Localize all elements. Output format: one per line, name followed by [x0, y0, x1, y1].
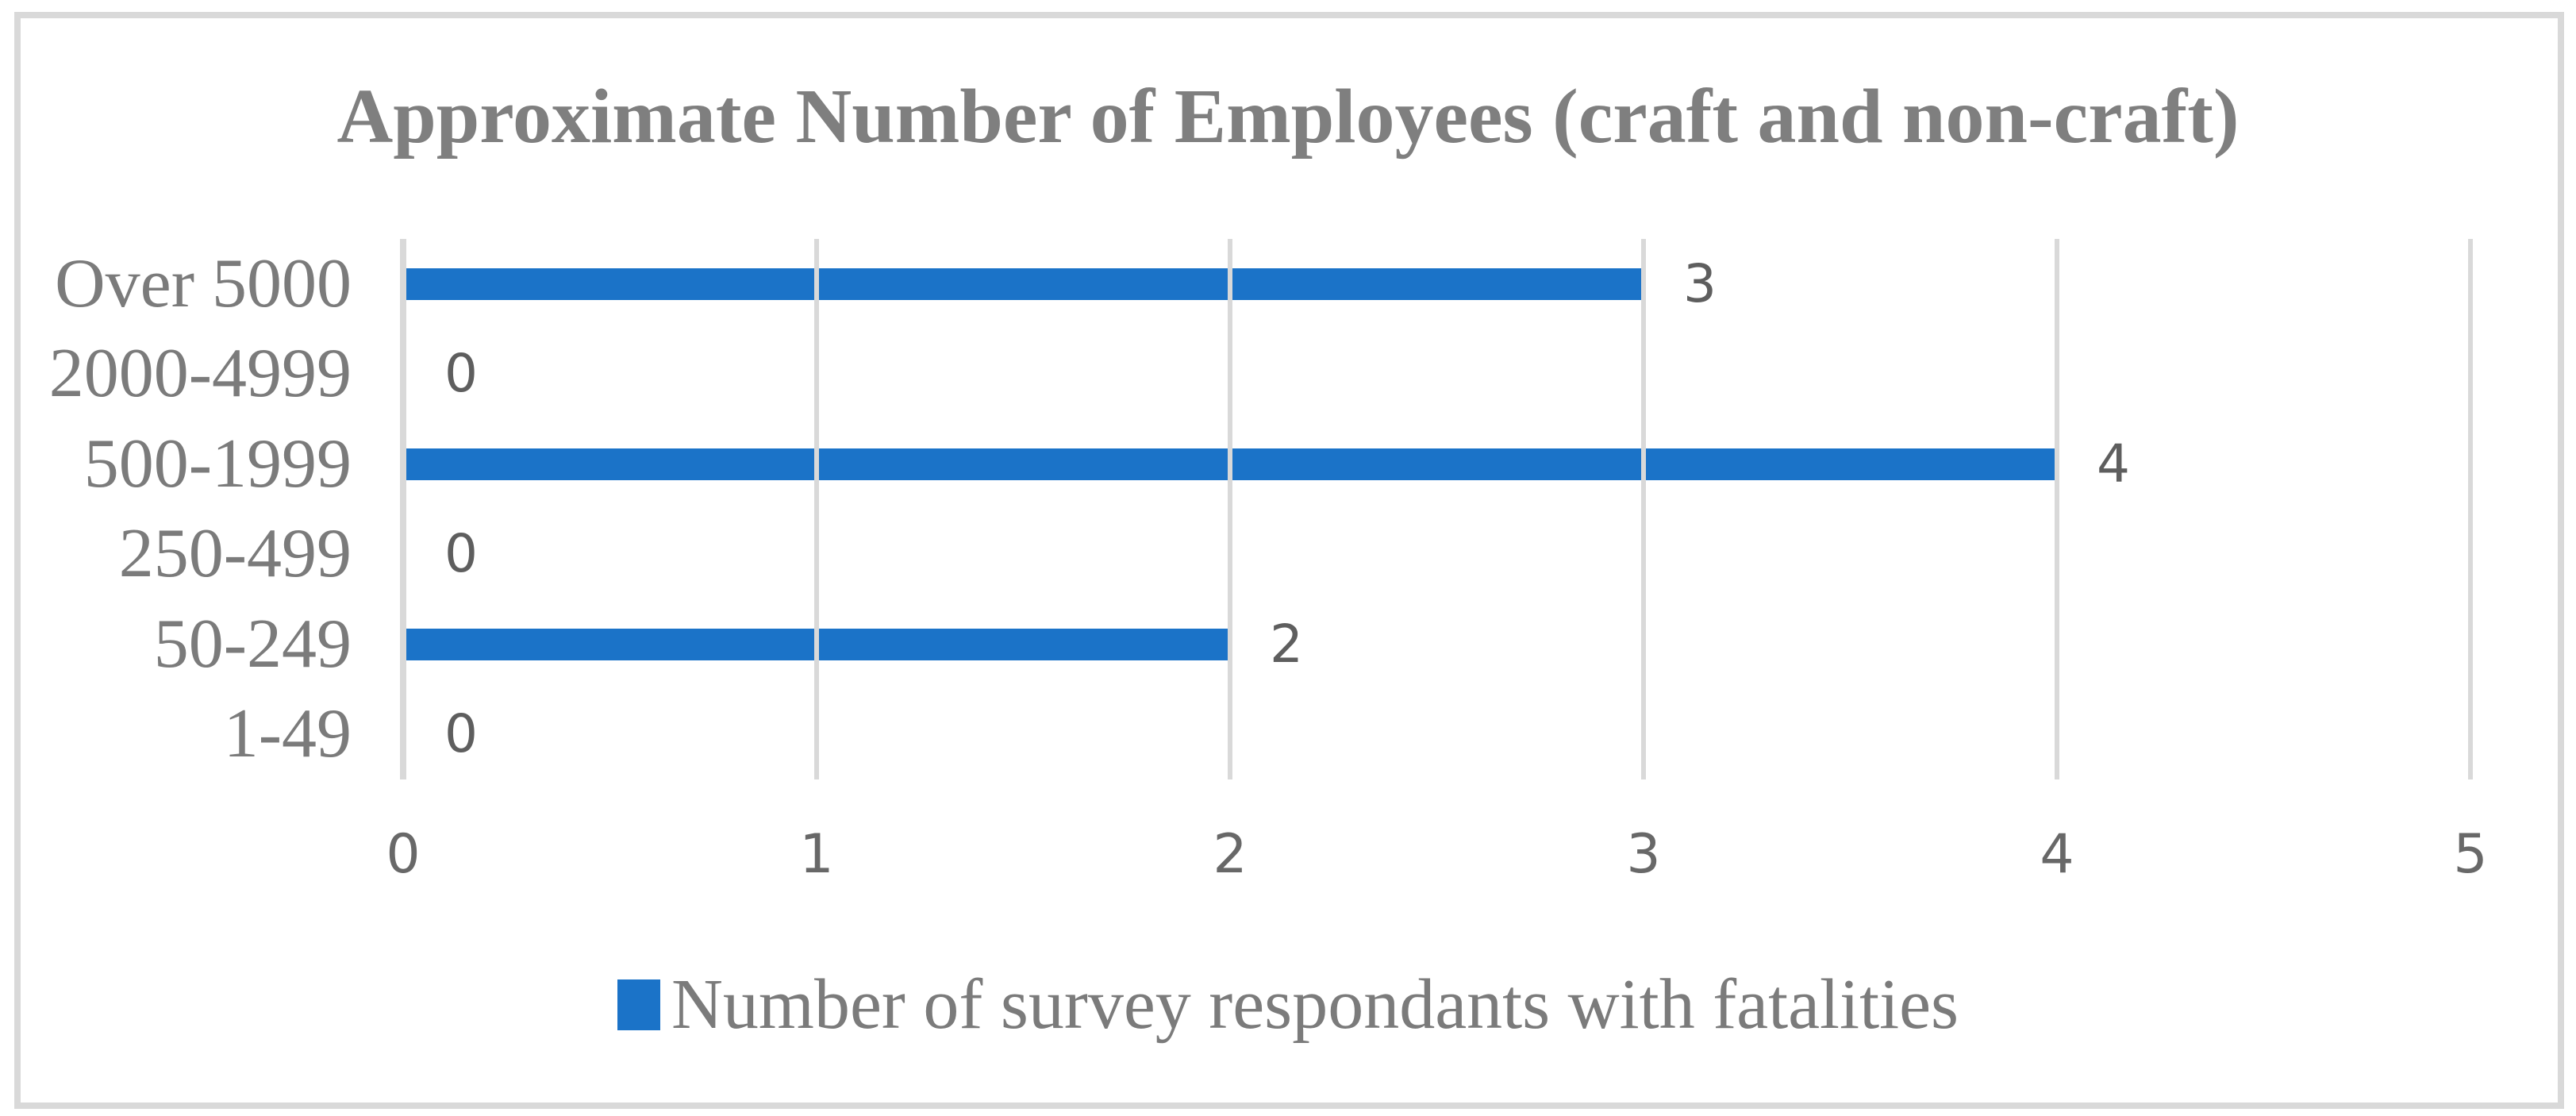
category-axis-line	[400, 239, 406, 779]
gridline	[2055, 239, 2059, 779]
legend-label: Number of survey respondants with fatali…	[671, 965, 1959, 1044]
chart-title: Approximate Number of Employees (craft a…	[336, 74, 2240, 160]
chart-border	[14, 12, 2564, 1109]
legend-swatch	[617, 979, 660, 1030]
gridline	[2468, 239, 2473, 779]
gridline	[814, 239, 819, 779]
gridline	[1228, 239, 1232, 779]
gridline	[1641, 239, 1646, 779]
bar	[406, 267, 1644, 300]
legend: Number of survey respondants with fatali…	[0, 952, 2576, 1057]
